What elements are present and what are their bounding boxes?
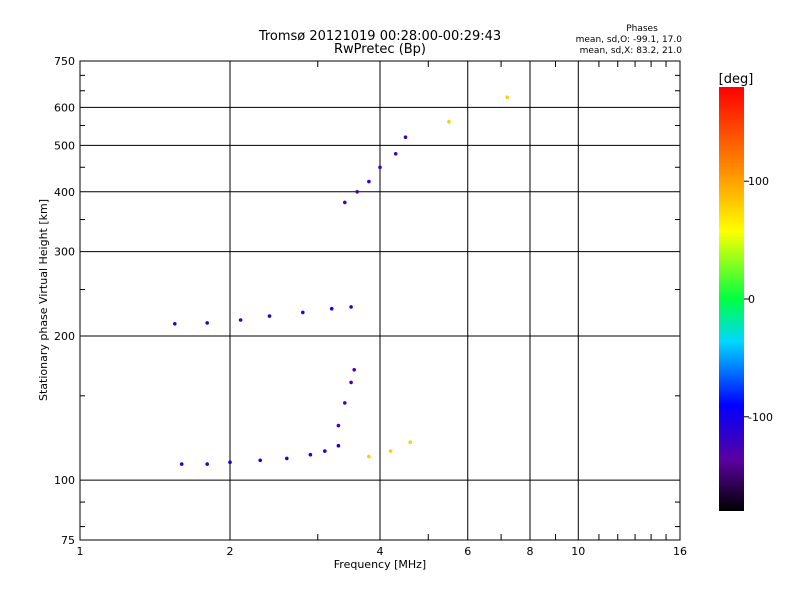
y-axis-label: Stationary phase Virtual Height [km] — [37, 199, 50, 401]
y-tick-label: 400 — [54, 186, 75, 199]
data-point — [301, 310, 305, 315]
x-tick-label: 1 — [77, 545, 84, 558]
colorbar-label: [deg] — [719, 72, 754, 87]
data-point — [258, 458, 263, 463]
data-point — [238, 318, 243, 322]
data-point — [367, 454, 371, 459]
y-tick-label: 500 — [54, 139, 75, 152]
data-point — [408, 440, 413, 445]
data-point — [336, 443, 341, 448]
y-tick-label: 75 — [61, 534, 75, 547]
chart-title: Tromsø 20121019 00:28:00-00:29:43 — [258, 29, 501, 44]
data-point — [355, 190, 360, 194]
y-tick-label: 600 — [54, 101, 75, 114]
data-point — [388, 449, 393, 453]
x-tick-label: 8 — [527, 545, 534, 558]
data-point — [367, 179, 371, 184]
data-point — [285, 456, 289, 461]
colorbar-ticks: 100 0 -100 — [744, 175, 773, 424]
data-point — [267, 314, 272, 318]
data-point — [205, 462, 209, 466]
data-point — [505, 95, 510, 100]
colorbar — [719, 87, 744, 511]
data-point — [205, 321, 209, 325]
data-point — [378, 165, 382, 170]
x-tick-label: 6 — [464, 545, 471, 558]
colorbar-tick-label: 100 — [748, 175, 769, 188]
colorbar-tick-label: 0 — [748, 293, 755, 306]
y-tick-label: 300 — [54, 246, 75, 259]
data-point — [308, 452, 313, 457]
tick-layer: 1 2 4 6 8 10 16 75 100 200 300 400 500 600 750 — [54, 55, 687, 558]
x-axis-label: Frequency [MHz] — [334, 558, 426, 571]
data-point — [329, 306, 334, 311]
data-point — [349, 380, 353, 385]
stats-o-line: mean, sd,O: -99.1, 17.0 — [576, 35, 683, 45]
x-tick-label: 16 — [673, 545, 687, 558]
plot-frame — [79, 60, 681, 541]
data-point — [228, 460, 232, 465]
y-tick-label: 100 — [54, 474, 75, 487]
data-point — [173, 322, 177, 326]
stats-x-line: mean, sd,X: 83.2, 21.0 — [580, 46, 683, 56]
data-point — [352, 368, 357, 372]
stats-heading: Phases — [626, 24, 658, 34]
data-points — [173, 95, 510, 466]
data-point — [403, 135, 408, 139]
data-point — [343, 200, 347, 205]
y-tick-label: 200 — [54, 330, 75, 343]
x-tick-label: 10 — [571, 545, 585, 558]
data-point — [349, 305, 353, 309]
y-tick-label: 750 — [54, 55, 75, 68]
colorbar-tick-label: -100 — [748, 411, 773, 424]
x-tick-label: 2 — [227, 545, 234, 558]
chart-subtitle: RwPretec (Bp) — [334, 42, 426, 57]
data-point — [447, 120, 451, 124]
x-tick-label: 4 — [377, 545, 384, 558]
data-point — [323, 449, 327, 453]
data-point — [343, 401, 347, 405]
data-point — [336, 423, 341, 428]
grid-layer — [80, 61, 680, 540]
data-point — [179, 462, 184, 466]
data-point — [393, 152, 398, 156]
